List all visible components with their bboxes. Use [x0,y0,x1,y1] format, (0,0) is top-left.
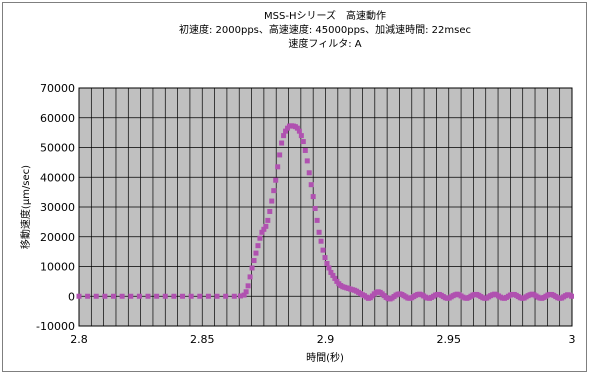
data-point-marker [271,188,277,194]
y-tick-label: -10000 [36,320,75,333]
data-point-marker [259,229,265,235]
x-tick-labels: 2.8 2.85 2.9 2.95 3 [70,333,575,346]
chart-title-line-3: 速度フィルタ: A [288,37,361,50]
data-point-marker [180,293,186,299]
y-tick-labels: 70000 60000 50000 40000 30000 20000 10000 0 -100… [36,82,75,333]
y-tick-label: 70000 [40,82,75,95]
data-point-marker [162,293,168,299]
data-point-marker [300,139,306,145]
data-point-marker [76,293,82,299]
data-point-marker [569,293,575,299]
data-point-marker [281,133,287,139]
data-point-marker [314,217,320,223]
data-point-marker [145,293,151,299]
data-point-marker [277,152,283,158]
y-tick-label: 50000 [40,142,75,155]
data-point-marker [275,164,281,170]
data-point-marker [237,293,243,299]
data-point-marker [231,293,237,299]
data-point-marker [197,293,203,299]
data-point-marker [318,238,324,244]
data-point-marker [255,243,261,249]
data-point-marker [302,147,308,153]
y-tick-label: 10000 [40,261,75,274]
data-point-marker [279,140,285,146]
data-point-marker [205,293,211,299]
data-point-marker [326,265,332,271]
data-point-marker [263,223,269,229]
data-point-marker [312,205,318,211]
data-point-marker [261,226,267,232]
y-tick-label: 60000 [40,112,75,125]
data-point-marker [273,177,279,183]
chart-frame: MSS-Hシリーズ 高速動作 初速度: 2000pps、高速速度: 45000p… [2,2,587,372]
chart-title-line-2: 初速度: 2000pps、高速速度: 45000pps、加減速時間: 22mse… [179,23,471,36]
data-point-marker [214,293,220,299]
data-point-marker [320,247,326,253]
data-point-marker [267,208,273,214]
y-tick-label: 0 [68,290,75,303]
data-point-marker [188,293,194,299]
x-tick-label: 2.85 [190,333,215,346]
data-point-marker [283,128,289,134]
data-point-marker [154,293,160,299]
data-point-marker [249,265,255,271]
marker-layer [76,123,575,302]
data-point-marker [328,269,334,275]
data-point-marker [223,293,229,299]
data-point-marker [257,235,263,241]
y-tick-label: 20000 [40,231,75,244]
data-point-marker [111,293,117,299]
data-point-marker [265,217,271,223]
data-point-marker [241,292,247,298]
data-point-marker [102,293,108,299]
data-point-marker [85,293,91,299]
data-point-marker [322,255,328,261]
data-point-marker [269,198,275,204]
data-point-marker [296,128,302,134]
data-point-marker [251,258,257,264]
x-tick-label: 3 [569,333,576,346]
data-point-marker [298,133,304,139]
x-tick-label: 2.8 [70,333,88,346]
x-axis-title: 時間(秒) [306,351,344,364]
data-point-marker [119,293,125,299]
chart-title-line-1: MSS-Hシリーズ 高速動作 [264,9,386,22]
y-tick-label: 40000 [40,171,75,184]
data-point-marker [245,283,251,289]
data-point-marker [243,289,249,295]
y-tick-label: 30000 [40,201,75,214]
data-point-marker [136,293,142,299]
data-point-marker [306,170,312,176]
data-point-marker [93,293,99,299]
grid-layer [79,88,572,326]
data-point-marker [128,293,134,299]
data-point-marker [310,194,316,200]
data-point-marker [332,275,338,281]
data-point-marker [330,272,336,278]
data-point-marker [171,293,177,299]
data-point-marker [253,250,259,256]
x-tick-label: 2.95 [437,333,462,346]
data-point-marker [294,125,300,131]
chart-svg: MSS-Hシリーズ 高速動作 初速度: 2000pps、高速速度: 45000p… [19,9,576,364]
data-point-marker [247,274,253,280]
data-point-marker [308,182,314,188]
y-axis-title: 移動速度(μm/sec) [19,165,32,249]
data-point-marker [304,158,310,164]
data-point-marker [316,229,322,235]
data-point-marker [324,261,330,267]
x-tick-label: 2.9 [317,333,335,346]
